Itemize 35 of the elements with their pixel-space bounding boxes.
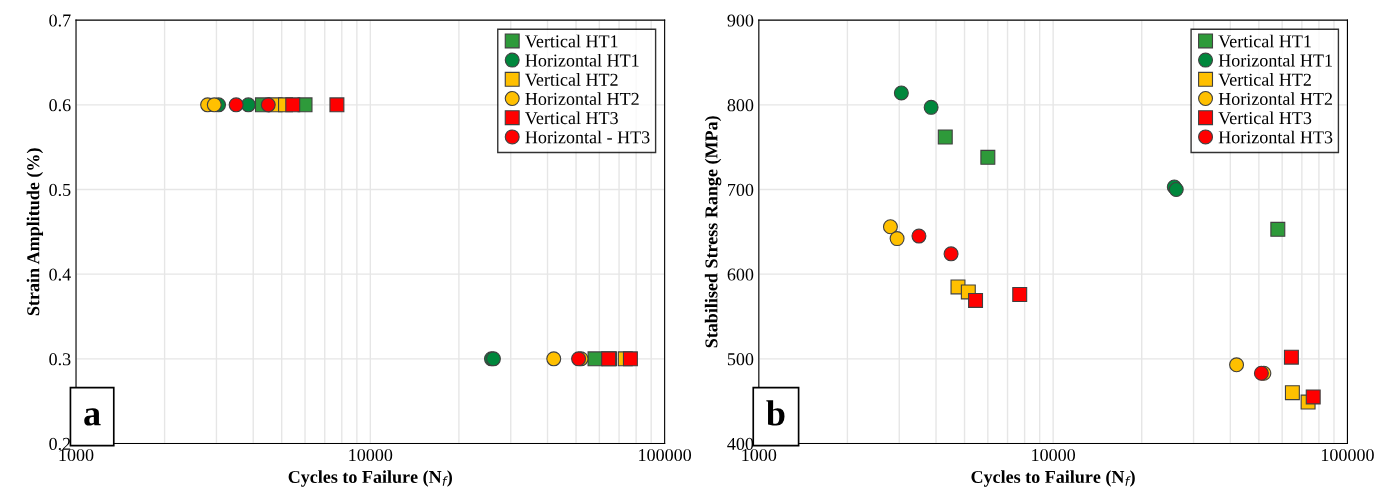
x-axis-title: Cycles to Failure (N$_{f}$) <box>971 470 1135 487</box>
legend-label: Vertical HT1 <box>1218 34 1311 48</box>
legend-label: Horizontal HT1 <box>1218 53 1332 67</box>
annotation: b <box>766 400 785 426</box>
legend-label: Vertical HT1 <box>525 34 618 48</box>
y-tick-label: 0.3 <box>49 353 71 366</box>
legend-label: Vertical HT2 <box>1218 73 1311 86</box>
legend-label: Horizontal HT2 <box>525 92 639 105</box>
y-tick-label: 900 <box>727 14 754 27</box>
y-tick-label: 0.6 <box>49 99 71 112</box>
y-tick-label: 600 <box>727 268 754 281</box>
legend-label: Vertical HT3 <box>1218 111 1312 125</box>
y-axis-title: Strain Amplitude (%) <box>26 148 44 316</box>
legend-label: Horizontal HT2 <box>1218 92 1333 105</box>
y-tick-label: 800 <box>727 99 754 112</box>
legend-label: Vertical HT3 <box>525 111 618 125</box>
annotation: a <box>84 408 101 426</box>
legend-label: Horizontal HT3 <box>1218 130 1333 144</box>
legend-label: Horizontal HT1 <box>525 53 639 67</box>
y-tick-label: 0.4 <box>49 268 71 281</box>
y-tick-label: 0.5 <box>49 183 71 197</box>
y-tick-label: 500 <box>727 353 754 366</box>
x-tick-label: 1000 <box>59 448 94 462</box>
legend-label: Vertical HT2 <box>525 73 618 86</box>
x-tick-label: 100000 <box>639 448 692 462</box>
legend-label: Horizontal - HT3 <box>525 130 650 144</box>
x-tick-label: 1000 <box>742 448 777 462</box>
x-axis-title: Cycles to Failure (N$_{f}$) <box>288 470 452 487</box>
y-tick-label: 700 <box>728 183 754 196</box>
y-tick-label: 0.7 <box>49 14 71 27</box>
y-axis-title: Stabilised Stress Range (MPa) <box>704 116 722 348</box>
x-tick-label: 100000 <box>1321 448 1374 462</box>
x-tick-label: 10000 <box>349 448 393 462</box>
x-tick-label: 10000 <box>1032 448 1076 462</box>
y-tick-label: 400 <box>727 437 754 450</box>
